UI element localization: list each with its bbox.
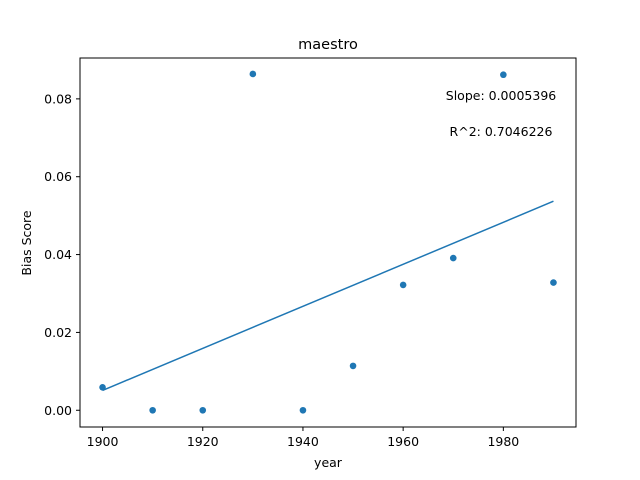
- y-tick-label: 0.04: [44, 247, 72, 262]
- data-point: [399, 281, 407, 289]
- x-tick-label: 1920: [187, 434, 219, 449]
- data-point: [149, 406, 156, 414]
- annotation-r-squared: R^2: 0.7046226: [450, 124, 553, 139]
- y-axis-label: Bias Score: [19, 210, 34, 276]
- data-point: [249, 70, 257, 78]
- y-tick-label: 0.06: [44, 169, 72, 184]
- x-tick-label: 1960: [387, 434, 419, 449]
- data-point: [500, 71, 507, 79]
- plot-frame: [79, 57, 577, 428]
- y-tick-label: 0.02: [44, 325, 72, 340]
- x-axis-label: year: [314, 455, 343, 470]
- data-point: [349, 362, 357, 370]
- data-point: [199, 406, 207, 414]
- y-tick-label: 0.08: [44, 91, 72, 106]
- y-tick-label: 0.00: [44, 403, 72, 418]
- axis-ticks: 1900 1920 1940 1960 1980 0.00 0.02 0.04 0.06 0.08: [44, 91, 519, 449]
- x-tick-label: 1900: [87, 434, 119, 449]
- data-point: [449, 254, 457, 262]
- x-tick-label: 1940: [287, 434, 319, 449]
- data-point: [299, 406, 307, 414]
- annotation-slope: Slope: 0.0005396: [446, 88, 557, 103]
- data-point: [550, 279, 557, 286]
- regression-line: [102, 200, 554, 392]
- chart-title: maestro: [298, 37, 358, 53]
- plot-marks: [99, 70, 557, 414]
- data-point: [99, 383, 106, 391]
- x-tick-label: 1980: [487, 434, 519, 449]
